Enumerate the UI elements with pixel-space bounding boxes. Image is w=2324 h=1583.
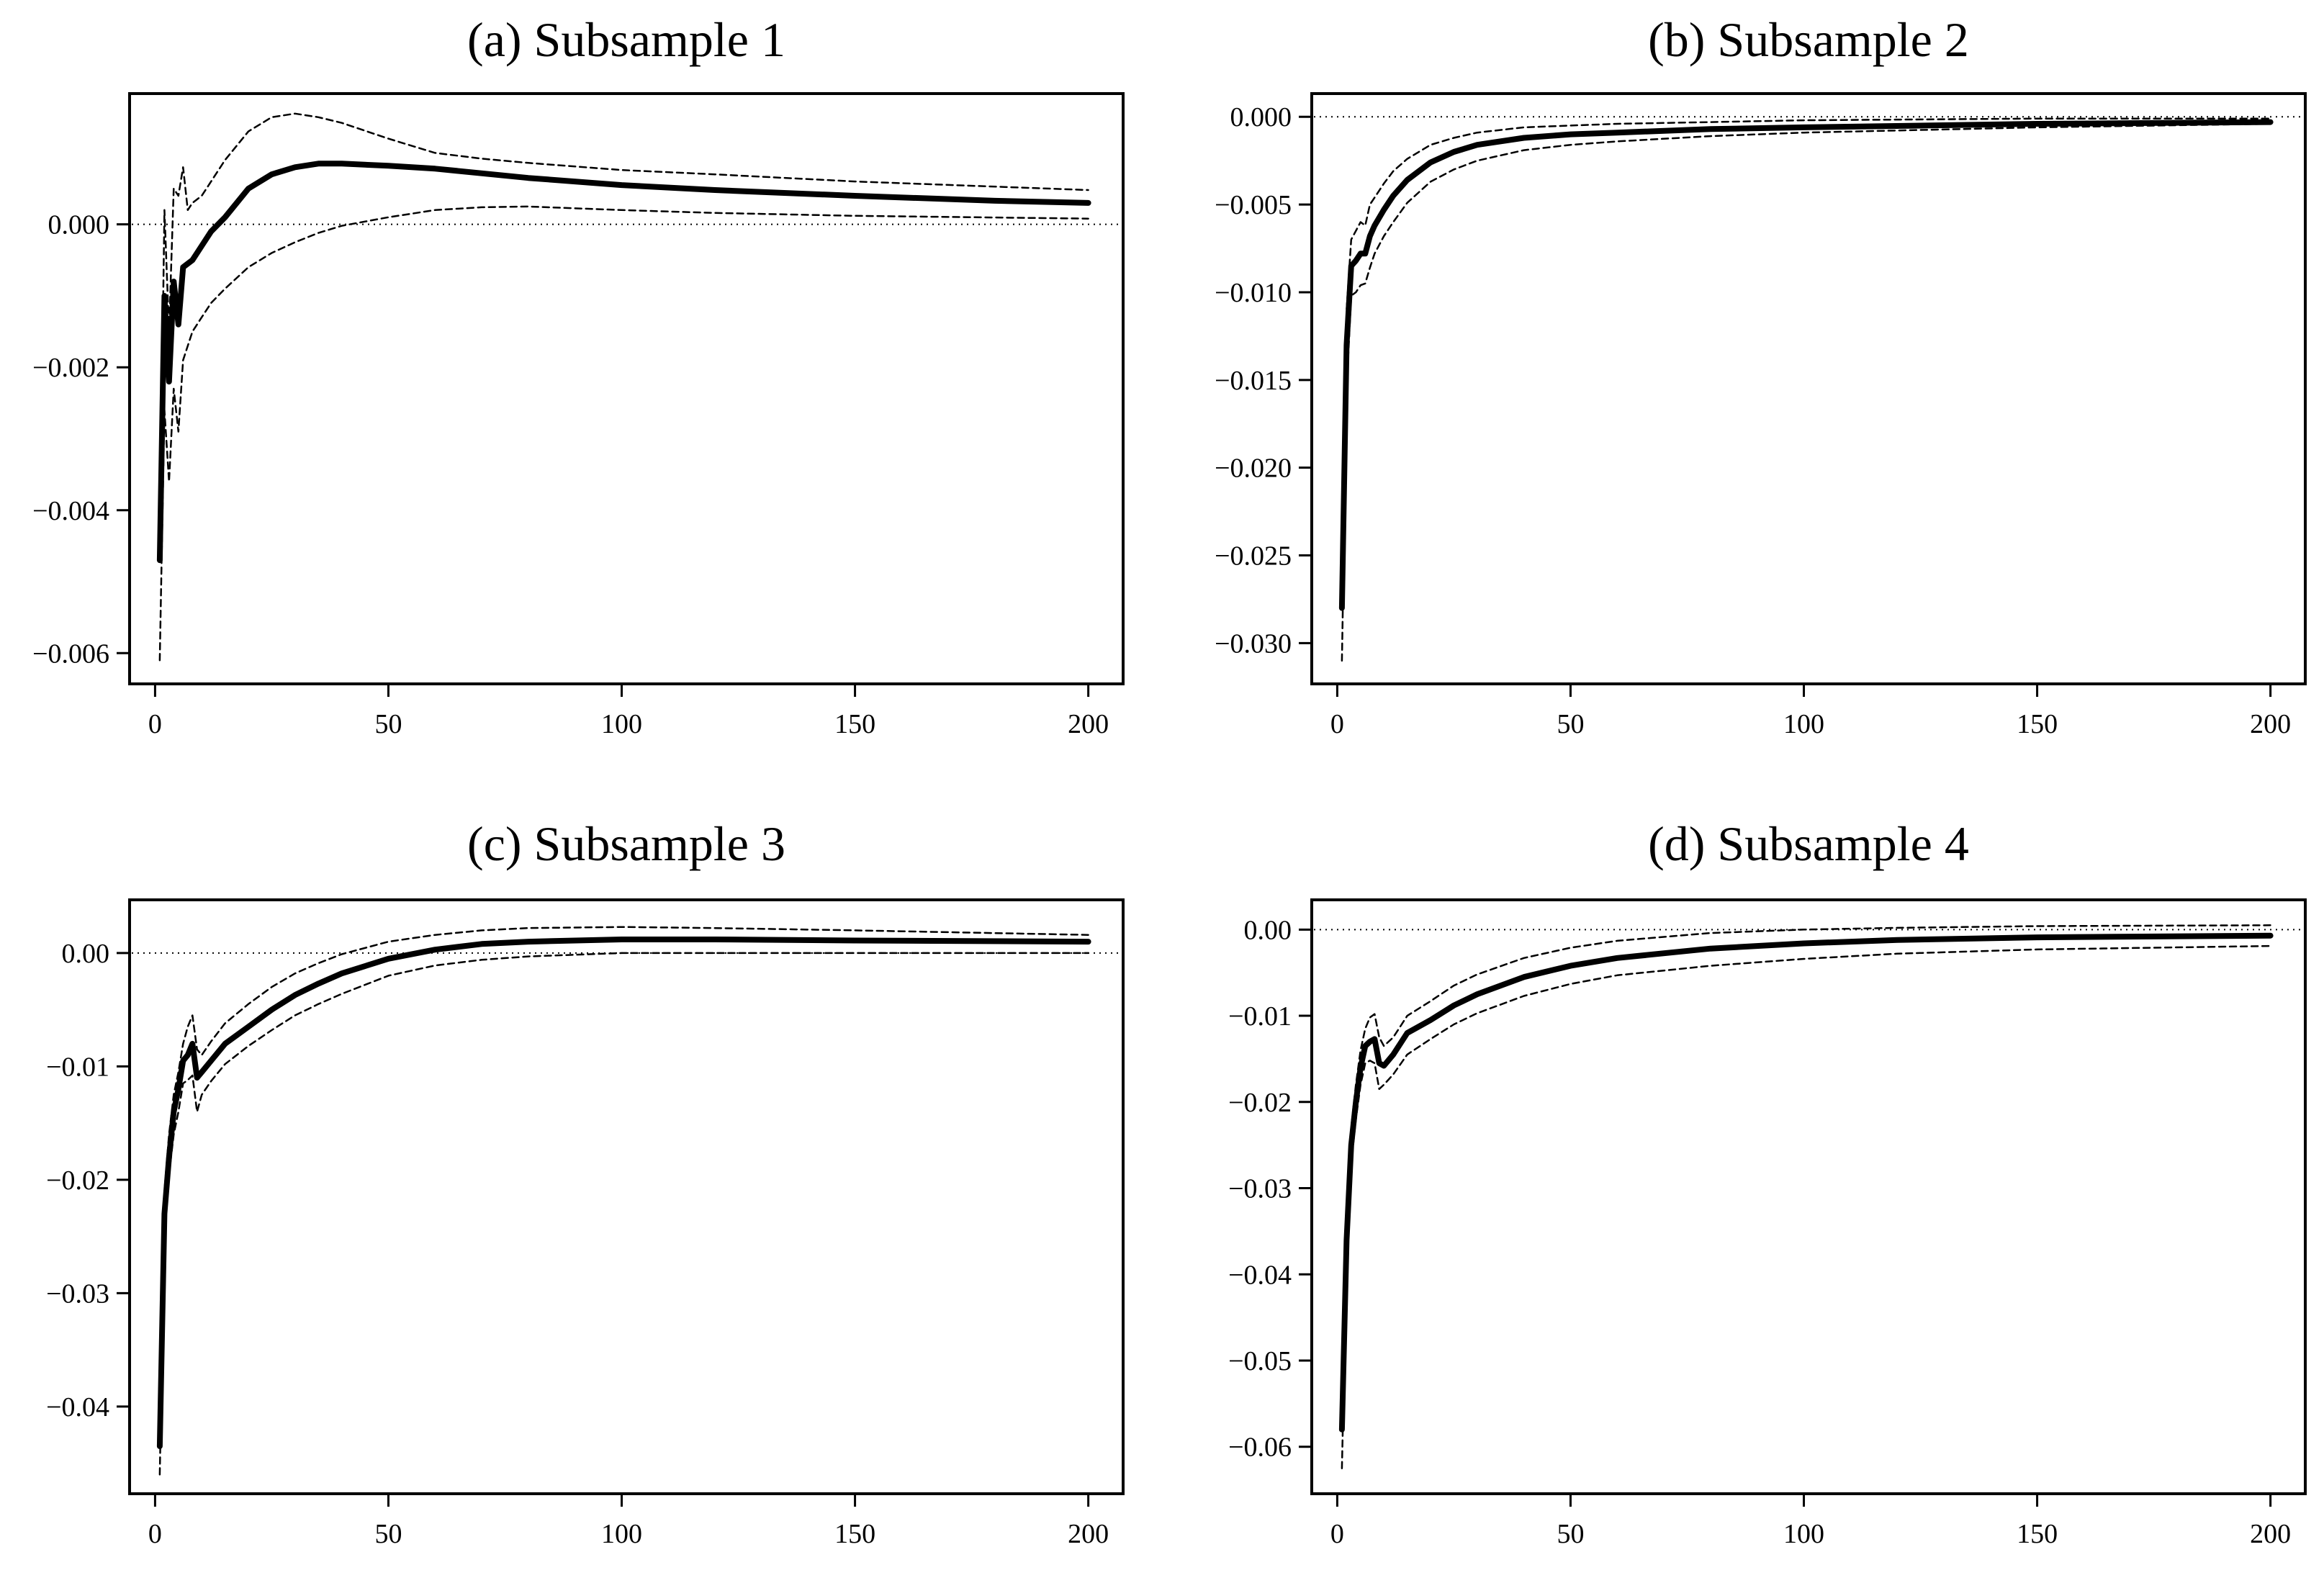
y-tick-label: −0.030 [1215, 628, 1292, 659]
x-tick-label: 50 [1557, 709, 1584, 739]
x-tick-label: 50 [1557, 1519, 1584, 1549]
x-tick-label: 50 [374, 709, 402, 739]
y-tick-label: 0.00 [62, 939, 110, 969]
plot-frame [1310, 898, 2307, 1495]
y-tick-label: −0.004 [32, 496, 109, 526]
y-tick-label: −0.01 [46, 1052, 109, 1082]
y-tick-label: 0.00 [1244, 915, 1292, 945]
upper-band-line [158, 112, 1089, 547]
plot-frame [128, 898, 1125, 1495]
chart-panel-4: (d) Subsample 4 0 50 100 150 200 −0.06 −0.05 −0.… [1228, 816, 2307, 1549]
x-tick-label: 0 [1330, 1519, 1344, 1549]
panel-title: (c) Subsample 3 [467, 816, 785, 871]
y-tick-label: −0.03 [1228, 1174, 1292, 1204]
x-tick-label: 100 [1783, 709, 1824, 739]
y-tick-label: 0.000 [1230, 102, 1292, 132]
estimate-line [156, 161, 1091, 564]
y-tick-label: −0.02 [1228, 1088, 1292, 1118]
x-tick-label: 200 [1068, 1519, 1109, 1549]
y-tick-label: −0.04 [1228, 1260, 1292, 1290]
estimate-line [1338, 932, 2274, 1433]
x-tick-label: 50 [374, 1519, 402, 1549]
panel-title: (a) Subsample 1 [467, 12, 785, 67]
x-tick-label: 150 [2017, 709, 2058, 739]
y-tick-label: −0.05 [1228, 1346, 1292, 1376]
x-tick-label: 150 [834, 709, 875, 739]
x-tick-label: 200 [2250, 709, 2291, 739]
x-tick-label: 100 [601, 709, 642, 739]
y-tick-label: −0.025 [1215, 541, 1292, 572]
y-tick-label: −0.020 [1215, 454, 1292, 484]
x-tick-label: 200 [1068, 709, 1109, 739]
estimate-line [1338, 119, 2274, 611]
x-tick-label: 0 [148, 709, 162, 739]
panel-title: (d) Subsample 4 [1648, 816, 1969, 871]
y-tick-label: −0.006 [32, 639, 109, 669]
x-tick-label: 0 [1330, 709, 1344, 739]
x-tick-label: 100 [601, 1519, 642, 1549]
plot-frame [128, 92, 1125, 685]
lower-band-line [158, 952, 1089, 1476]
upper-band-line [1341, 924, 2271, 1405]
y-tick-label: −0.015 [1215, 366, 1292, 396]
chart-panel-2: (b) Subsample 2 0 50 100 150 200 −0.030 −0.025 −… [1215, 12, 2307, 739]
estimate-line [156, 937, 1091, 1449]
x-tick-label: 150 [2017, 1519, 2058, 1549]
chart-panel-3: (c) Subsample 3 0 50 100 150 200 −0.04 −0.03 −0.… [46, 816, 1125, 1549]
x-tick-label: 150 [834, 1519, 875, 1549]
upper-band-line [1341, 117, 2271, 548]
y-tick-label: −0.03 [46, 1278, 109, 1309]
upper-band-line [158, 926, 1089, 1425]
y-tick-label: 0.000 [48, 210, 110, 240]
y-tick-label: −0.01 [1228, 1001, 1292, 1032]
x-tick-label: 200 [2250, 1519, 2291, 1549]
y-tick-label: −0.02 [46, 1165, 109, 1196]
panel-title: (b) Subsample 2 [1648, 12, 1969, 67]
x-tick-label: 100 [1783, 1519, 1824, 1549]
plot-frame [1310, 92, 2307, 685]
y-tick-label: −0.005 [1215, 190, 1292, 220]
lower-band-line [1341, 122, 2271, 662]
y-tick-label: −0.04 [46, 1392, 109, 1422]
y-tick-label: −0.002 [32, 353, 109, 383]
chart-panel-1: (a) Subsample 1 0 50 100 150 200 −0.006 −0.004 −… [32, 12, 1125, 739]
lower-band-line [1341, 944, 2271, 1469]
y-tick-label: −0.010 [1215, 278, 1292, 308]
lower-band-line [158, 205, 1089, 662]
y-tick-label: −0.06 [1228, 1433, 1292, 1463]
x-tick-label: 0 [148, 1519, 162, 1549]
